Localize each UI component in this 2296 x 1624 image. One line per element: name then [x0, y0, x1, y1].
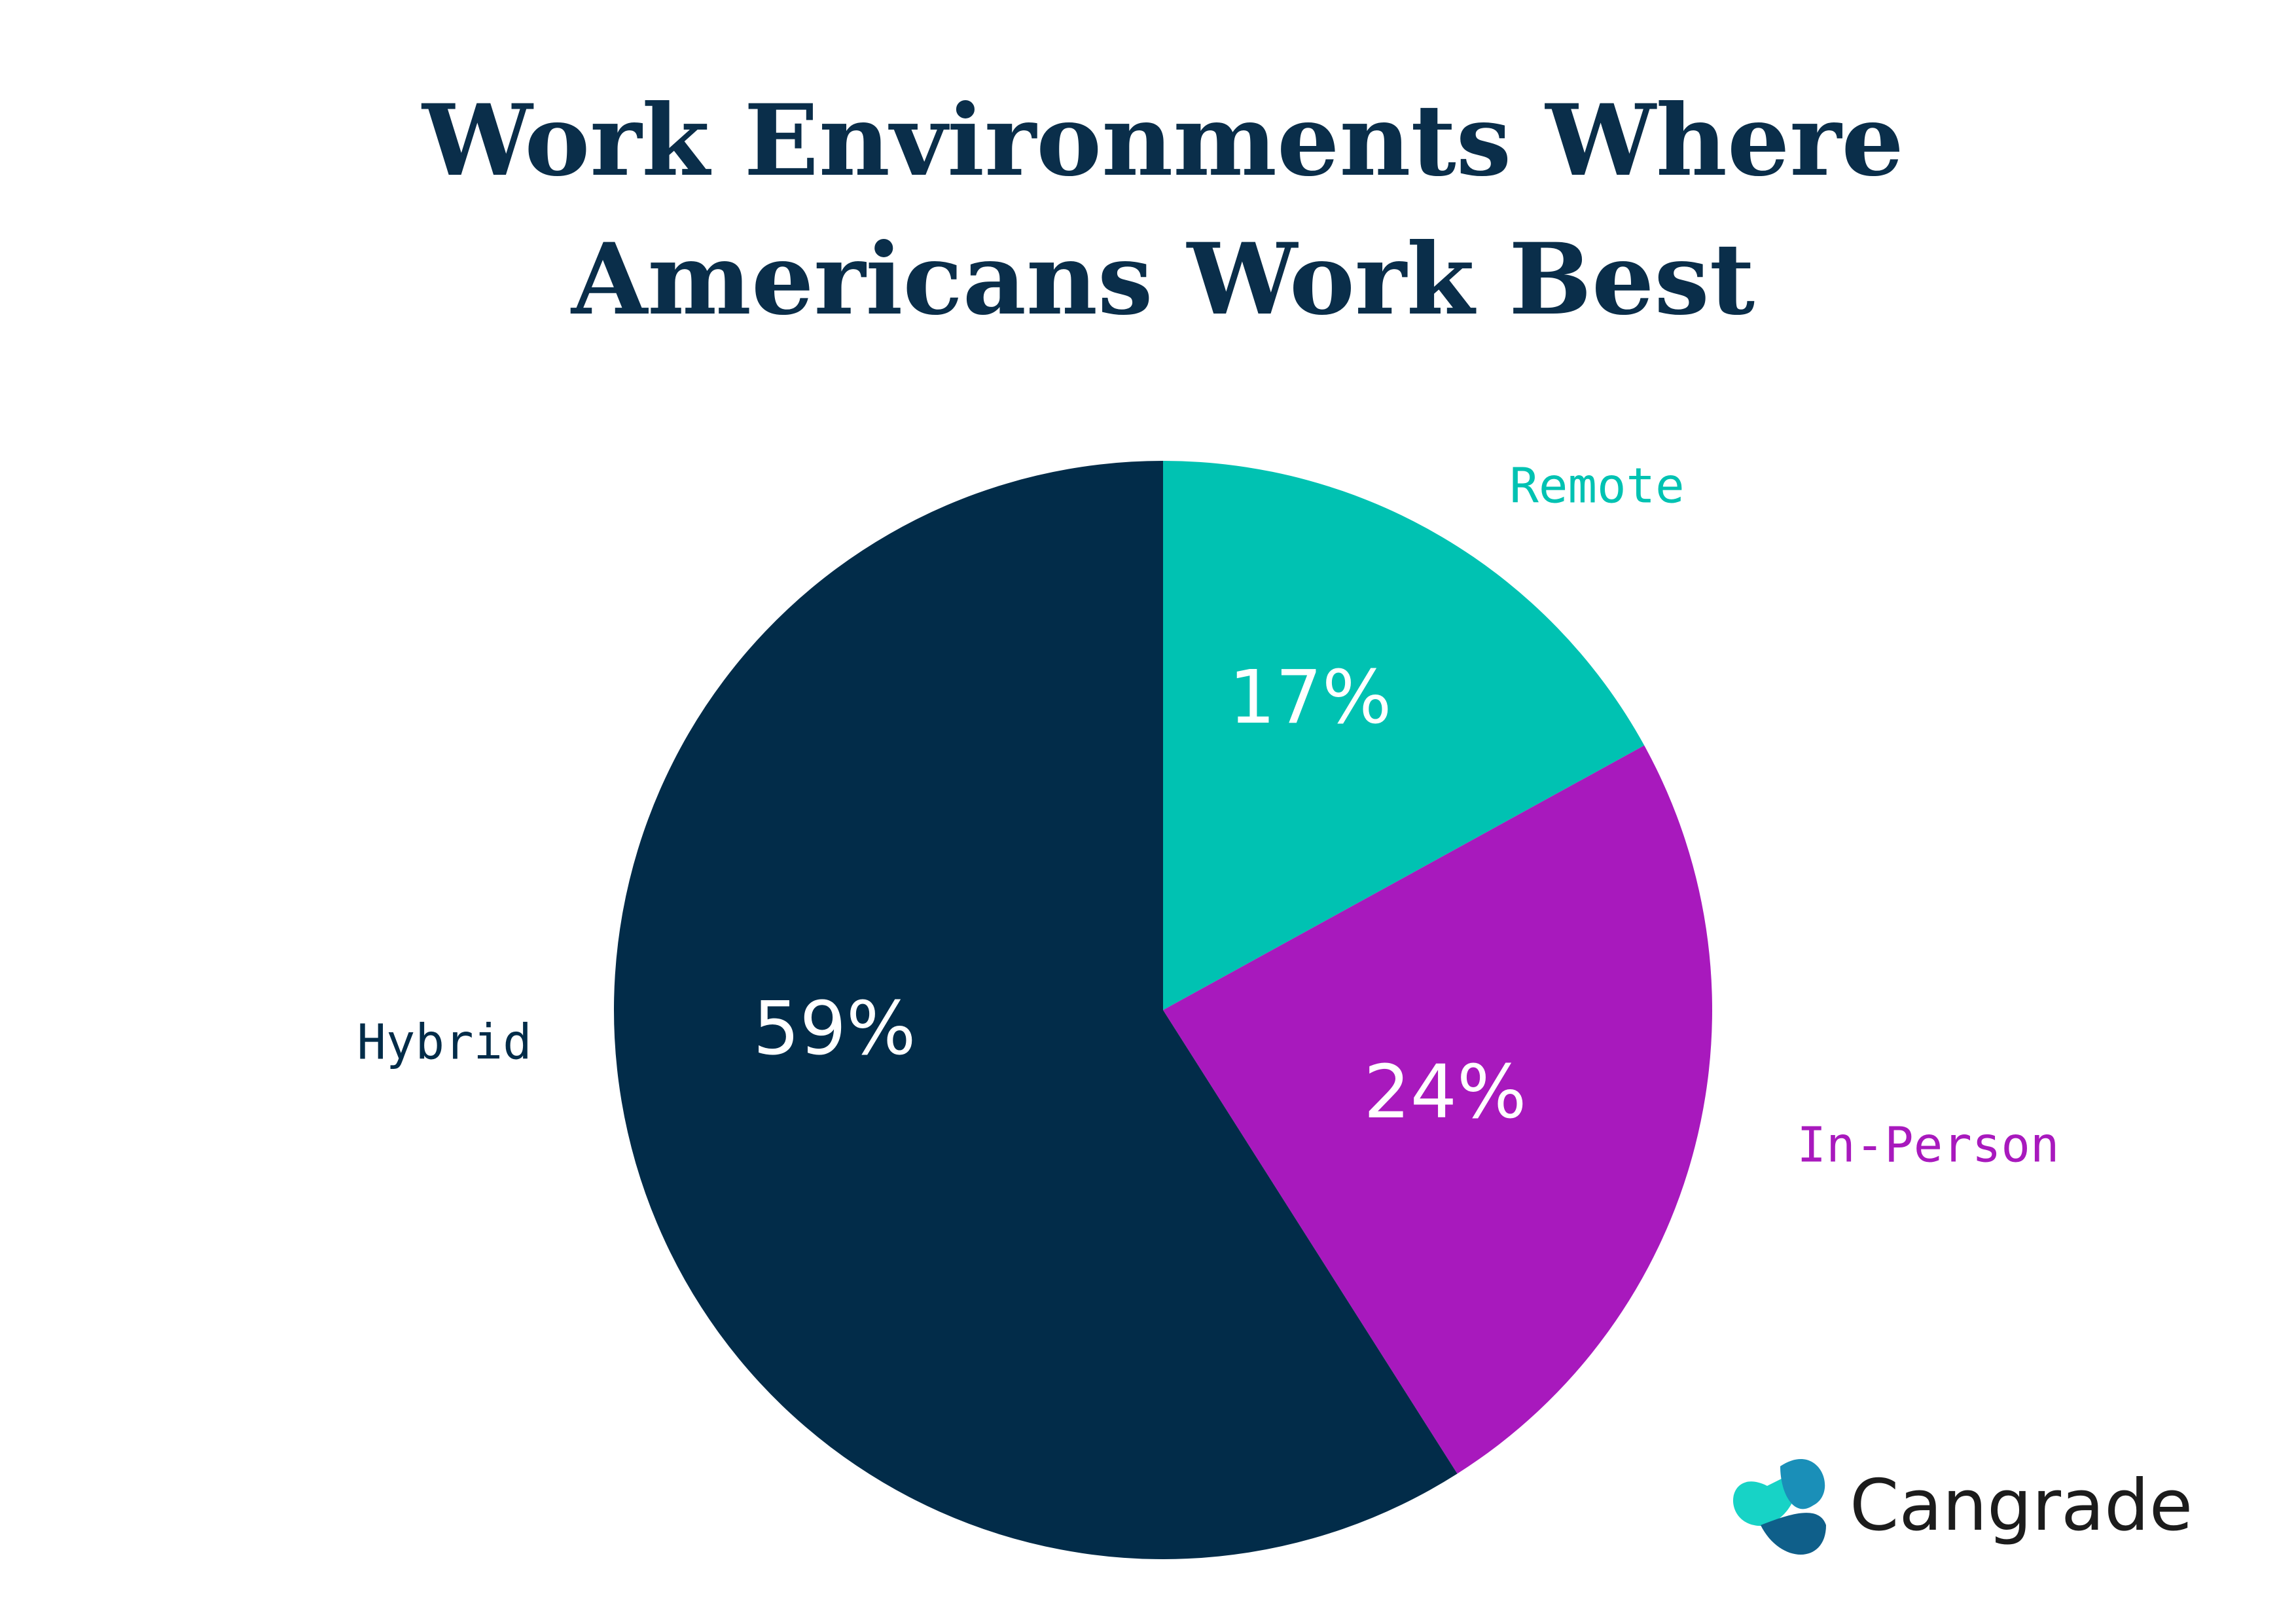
chart-title: Americans Work Best	[570, 222, 1755, 337]
value-label: 24%	[1364, 1050, 1527, 1135]
brand-logo	[1732, 1458, 1826, 1555]
chart-title: Work Environments Where	[421, 83, 1904, 198]
category-label: Remote	[1509, 458, 1684, 514]
pie-slice	[1163, 745, 1713, 1474]
value-label: 17%	[1229, 655, 1392, 740]
logo-shape	[1732, 1473, 1797, 1526]
brand-name: Cangrade	[1850, 1465, 2193, 1547]
logo-shape	[1780, 1458, 1825, 1509]
category-label: In-Person	[1797, 1117, 2060, 1174]
category-label: Hybrid	[357, 1015, 531, 1071]
pie-slice	[1163, 461, 1645, 1010]
pie-slice	[613, 461, 1458, 1559]
value-label: 59%	[753, 986, 916, 1072]
logo-shape	[1761, 1513, 1826, 1555]
